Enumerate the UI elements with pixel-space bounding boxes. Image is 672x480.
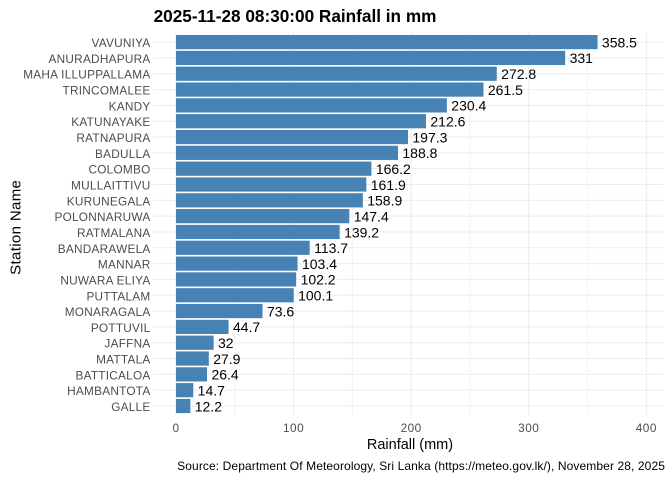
svg-text:161.9: 161.9 <box>371 177 406 193</box>
svg-text:MATTALA: MATTALA <box>96 353 150 367</box>
svg-text:100.1: 100.1 <box>298 288 333 304</box>
svg-text:44.7: 44.7 <box>233 319 260 335</box>
svg-text:PUTTALAM: PUTTALAM <box>86 289 150 303</box>
svg-text:RATNAPURA: RATNAPURA <box>76 131 150 145</box>
svg-text:12.2: 12.2 <box>195 398 222 414</box>
svg-text:100: 100 <box>283 421 304 435</box>
svg-text:102.2: 102.2 <box>301 272 336 288</box>
svg-text:400: 400 <box>636 421 657 435</box>
svg-text:MAHA ILLUPPALLAMA: MAHA ILLUPPALLAMA <box>23 68 150 82</box>
svg-text:2025-11-28 08:30:00 Rainfall i: 2025-11-28 08:30:00 Rainfall in mm <box>154 6 437 26</box>
svg-text:26.4: 26.4 <box>211 367 238 383</box>
svg-text:188.8: 188.8 <box>402 145 437 161</box>
svg-text:NUWARA ELIYA: NUWARA ELIYA <box>60 273 150 287</box>
svg-text:200: 200 <box>401 421 422 435</box>
svg-text:Source: Department Of Meteorol: Source: Department Of Meteorology, Sri L… <box>177 459 665 473</box>
svg-text:139.2: 139.2 <box>344 224 379 240</box>
svg-text:KANDY: KANDY <box>109 99 151 113</box>
svg-text:ANURADHAPURA: ANURADHAPURA <box>49 52 151 66</box>
svg-text:32: 32 <box>218 335 234 351</box>
svg-text:300: 300 <box>518 421 539 435</box>
svg-text:166.2: 166.2 <box>376 161 411 177</box>
svg-text:POLONNARUWA: POLONNARUWA <box>54 210 150 224</box>
svg-text:KATUNAYAKE: KATUNAYAKE <box>71 115 150 129</box>
svg-text:147.4: 147.4 <box>354 208 389 224</box>
svg-text:Rainfall (mm): Rainfall (mm) <box>367 437 453 453</box>
svg-text:GALLE: GALLE <box>111 400 150 414</box>
svg-text:230.4: 230.4 <box>451 98 486 114</box>
svg-text:27.9: 27.9 <box>213 351 240 367</box>
svg-text:RATMALANA: RATMALANA <box>77 226 150 240</box>
svg-text:261.5: 261.5 <box>488 82 523 98</box>
svg-text:COLOMBO: COLOMBO <box>88 163 150 177</box>
svg-text:MONARAGALA: MONARAGALA <box>65 305 151 319</box>
svg-text:HAMBANTOTA: HAMBANTOTA <box>67 384 150 398</box>
svg-text:197.3: 197.3 <box>412 129 447 145</box>
svg-text:14.7: 14.7 <box>198 382 225 398</box>
svg-text:MULLAITTIVU: MULLAITTIVU <box>71 179 150 193</box>
svg-text:BADULLA: BADULLA <box>95 147 151 161</box>
svg-text:103.4: 103.4 <box>302 256 337 272</box>
svg-text:MANNAR: MANNAR <box>98 258 151 272</box>
svg-text:JAFFNA: JAFFNA <box>104 337 150 351</box>
svg-text:113.7: 113.7 <box>314 240 348 256</box>
svg-text:KURUNEGALA: KURUNEGALA <box>67 194 151 208</box>
svg-text:272.8: 272.8 <box>501 66 536 82</box>
svg-text:331: 331 <box>570 50 594 66</box>
svg-text:BANDARAWELA: BANDARAWELA <box>58 242 151 256</box>
svg-text:VAVUNIYA: VAVUNIYA <box>91 36 150 50</box>
svg-text:0: 0 <box>172 421 179 435</box>
svg-text:212.6: 212.6 <box>430 114 465 130</box>
svg-text:73.6: 73.6 <box>267 303 294 319</box>
svg-text:POTTUVIL: POTTUVIL <box>91 321 151 335</box>
svg-text:358.5: 358.5 <box>602 34 637 50</box>
svg-text:158.9: 158.9 <box>367 193 402 209</box>
svg-text:Station Name: Station Name <box>8 180 25 275</box>
svg-text:BATTICALOA: BATTICALOA <box>75 368 150 382</box>
svg-text:TRINCOMALEE: TRINCOMALEE <box>63 84 151 98</box>
